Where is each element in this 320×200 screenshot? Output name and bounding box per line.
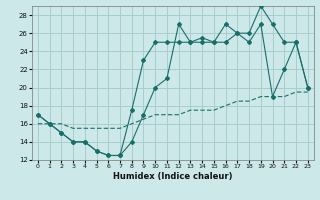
X-axis label: Humidex (Indice chaleur): Humidex (Indice chaleur) bbox=[113, 172, 233, 181]
